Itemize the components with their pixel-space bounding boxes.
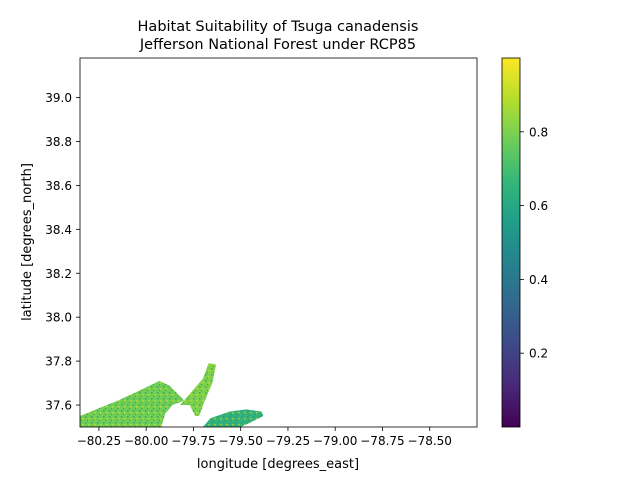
y-tick-label: 37.6 [45,399,72,413]
y-axis-ticks: 37.6 37.8 38.0 38.2 38.4 38.6 38.8 39.0 [45,91,80,413]
chart-title-line2: Jefferson National Forest under RCP85 [139,37,416,53]
y-axis-label: latitude [degrees_north] [20,163,35,321]
x-tick-label: −79.00 [313,434,357,448]
colorbar-tick-label: 0.4 [529,273,548,287]
chart-title-line1: Habitat Suitability of Tsuga canadensis [138,19,419,35]
colorbar-tick-label: 0.8 [529,125,548,139]
x-tick-label: −79.25 [266,434,310,448]
colorbar-tick-label: 0.2 [529,347,548,361]
y-tick-label: 38.8 [45,135,72,149]
x-tick-label: −80.25 [77,434,121,448]
y-tick-label: 38.0 [45,311,72,325]
suitability-raster [80,363,264,427]
x-tick-label: −80.00 [124,434,168,448]
y-tick-label: 37.8 [45,355,72,369]
x-tick-label: −79.75 [171,434,215,448]
suitability-region-texture-3 [202,409,264,427]
y-tick-label: 39.0 [45,91,72,105]
x-tick-label: −78.75 [360,434,404,448]
x-axis-ticks: −80.25 −80.00 −79.75 −79.50 −79.25 −79.00 −78.… [77,427,452,448]
x-tick-label: −79.50 [218,434,262,448]
y-tick-label: 38.4 [45,223,72,237]
suitability-region-texture-2 [180,363,217,416]
colorbar-ticks: 0.2 0.4 0.6 0.8 [520,125,548,361]
plot-area-frame [79,57,478,428]
colorbar-tick-label: 0.6 [529,199,548,213]
x-tick-label: −78.50 [408,434,452,448]
x-axis-label: longitude [degrees_east] [197,457,359,472]
colorbar [501,57,521,428]
y-tick-label: 38.6 [45,179,72,193]
y-tick-label: 38.2 [45,267,72,281]
suitability-region-texture-1 [80,380,184,427]
